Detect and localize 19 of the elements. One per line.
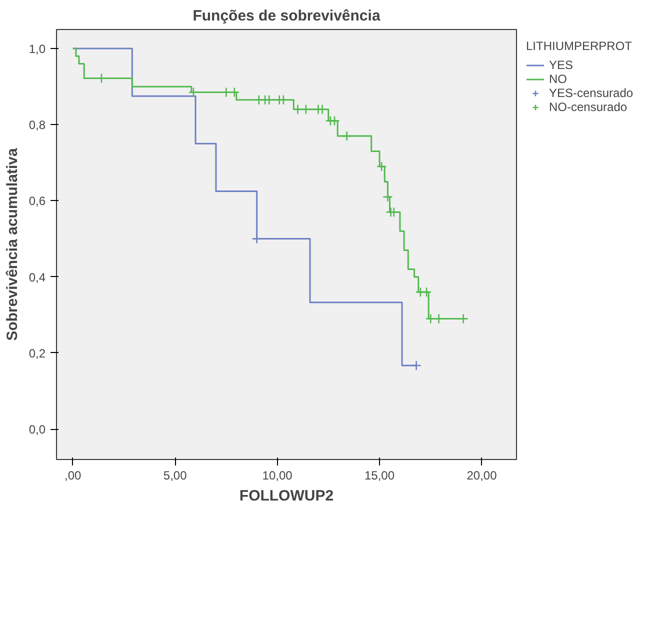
x-tick-label: 10,00: [262, 468, 293, 482]
x-tick-label: ,00: [64, 468, 82, 482]
y-tick-label: 0,0: [28, 422, 46, 437]
x-tick-label: 20,00: [466, 468, 498, 482]
legend-label: YES: [549, 58, 574, 72]
legend-title: LITHIUMPERPROT: [526, 39, 634, 53]
y-tick-label: 0,8: [28, 118, 46, 132]
x-tick-label: 5,00: [163, 468, 188, 482]
y-tick-label: 1,0: [28, 42, 46, 56]
y-axis-title: Sobrevivência acumulativa: [4, 148, 21, 341]
x-axis-title: FOLLOWUP2: [239, 488, 334, 504]
legend-label: NO: [549, 72, 568, 86]
x-tick-label: 15,00: [364, 468, 395, 482]
y-tick-label: 0,2: [28, 346, 46, 360]
chart-title: Funções de sobrevivência: [192, 8, 381, 24]
legend-label: YES-censurado: [549, 86, 634, 100]
y-tick-label: 0,4: [28, 270, 46, 284]
legend-label: NO-censurado: [549, 100, 628, 114]
y-tick-label: 0,6: [28, 194, 46, 208]
